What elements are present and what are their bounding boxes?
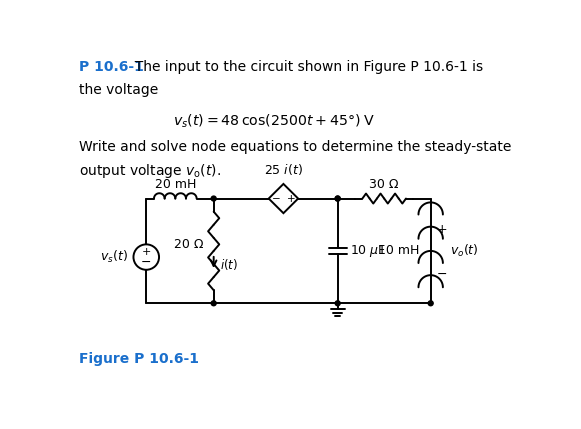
Text: 10 mH: 10 mH bbox=[378, 245, 420, 257]
Circle shape bbox=[335, 301, 340, 306]
Circle shape bbox=[211, 301, 216, 306]
Text: output voltage $v_\mathrm{o}(t)$.: output voltage $v_\mathrm{o}(t)$. bbox=[79, 162, 221, 180]
Circle shape bbox=[335, 196, 340, 201]
Text: $10\ \mu\mathrm{F}$: $10\ \mu\mathrm{F}$ bbox=[350, 243, 386, 259]
Text: $v_s(t)$: $v_s(t)$ bbox=[100, 249, 128, 265]
Text: $i(t)$: $i(t)$ bbox=[220, 257, 238, 272]
Text: $25\ i(t)$: $25\ i(t)$ bbox=[264, 162, 303, 177]
Text: −: − bbox=[436, 268, 447, 281]
Text: +: + bbox=[286, 193, 295, 203]
Circle shape bbox=[428, 301, 433, 306]
Text: The input to the circuit shown in Figure P 10.6-1 is: The input to the circuit shown in Figure… bbox=[126, 60, 483, 74]
Text: Write and solve node equations to determine the steady-state: Write and solve node equations to determ… bbox=[79, 140, 511, 154]
Text: 20 Ω: 20 Ω bbox=[174, 238, 203, 251]
Text: the voltage: the voltage bbox=[79, 83, 158, 97]
Text: −: − bbox=[141, 256, 152, 269]
Text: +: + bbox=[142, 247, 151, 257]
Text: $v_s(t) = 48\,\cos(2500t + 45°)\;\mathrm{V}$: $v_s(t) = 48\,\cos(2500t + 45°)\;\mathrm… bbox=[173, 112, 375, 130]
Text: Figure P 10.6-1: Figure P 10.6-1 bbox=[79, 352, 199, 366]
Text: +: + bbox=[436, 223, 447, 236]
Text: $v_o(t)$: $v_o(t)$ bbox=[450, 243, 479, 259]
Text: 30 Ω: 30 Ω bbox=[370, 178, 399, 191]
Text: −: − bbox=[272, 193, 281, 203]
Circle shape bbox=[211, 196, 216, 201]
Text: 20 mH: 20 mH bbox=[155, 178, 196, 191]
Text: P 10.6-1: P 10.6-1 bbox=[79, 60, 144, 74]
Circle shape bbox=[335, 196, 340, 201]
